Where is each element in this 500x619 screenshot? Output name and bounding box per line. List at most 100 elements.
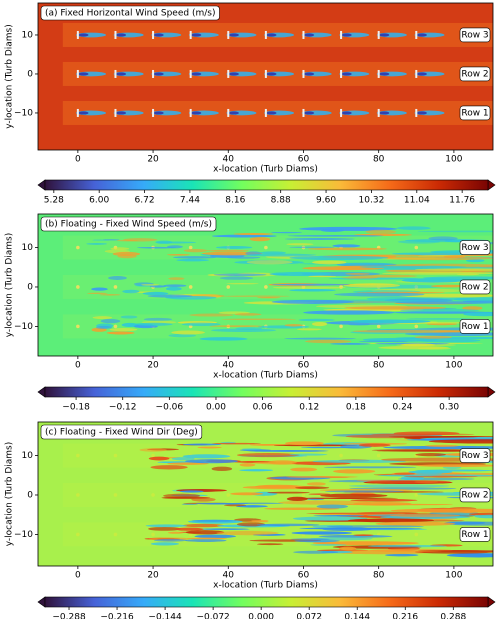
x-tick-label: 20	[147, 155, 159, 165]
wake-core	[379, 72, 390, 76]
turbine	[76, 30, 79, 39]
streak	[256, 523, 320, 527]
streak	[191, 497, 216, 502]
streak	[207, 249, 249, 252]
colorbar-extend-high	[487, 386, 496, 398]
y-axis-label: y-location (Turb Diams)	[5, 233, 15, 338]
streak	[163, 284, 187, 287]
title-box	[40, 216, 217, 232]
turbine	[188, 245, 193, 250]
streak	[260, 251, 286, 255]
wake-core	[416, 111, 427, 115]
streak	[292, 516, 368, 521]
row-label-box	[459, 66, 491, 82]
streak	[417, 338, 481, 343]
turbine	[113, 532, 118, 537]
streak	[344, 306, 447, 310]
turbine	[377, 30, 380, 39]
streak	[395, 301, 493, 305]
streak	[289, 246, 335, 249]
colorbar-tick-label: 0.24	[392, 403, 412, 413]
colorbar-tick-label: −0.18	[62, 403, 90, 413]
wake-core	[191, 72, 202, 76]
turbine	[113, 493, 118, 497]
streak	[269, 271, 332, 277]
x-tick-label: 20	[147, 571, 159, 581]
colorbar-tick-label: 0.12	[299, 403, 319, 413]
row-label: Row 1	[461, 322, 488, 332]
streak	[211, 466, 233, 472]
streak	[383, 256, 493, 261]
streak	[278, 500, 372, 505]
streak	[249, 237, 271, 242]
turbine	[227, 30, 230, 39]
streak	[176, 258, 209, 262]
streak	[348, 323, 370, 326]
streak	[289, 289, 336, 292]
streak	[428, 439, 493, 444]
streak	[143, 317, 173, 321]
plot-frame	[37, 421, 494, 567]
streak	[345, 272, 370, 275]
wake-core	[266, 72, 277, 76]
colorbar-tick-label: −0.144	[148, 613, 182, 619]
streak	[234, 313, 262, 316]
wake-core	[228, 33, 239, 37]
turbine	[414, 493, 419, 497]
x-tick-label: 0	[75, 155, 81, 165]
streak	[239, 463, 256, 467]
wake-core	[416, 33, 427, 37]
turbine	[114, 69, 117, 78]
streak	[297, 497, 398, 499]
contour-field	[38, 422, 493, 566]
colorbar-extend-low	[37, 179, 46, 191]
streak	[453, 297, 493, 302]
wake-core	[153, 33, 164, 37]
streak	[293, 550, 339, 554]
streak	[256, 543, 284, 546]
streak	[147, 294, 193, 298]
streak	[236, 453, 300, 458]
turbine	[226, 285, 231, 289]
colorbar-tick-label: 10.32	[359, 196, 385, 206]
turbine	[189, 30, 192, 39]
x-tick-label: 0	[75, 571, 81, 581]
streak	[268, 460, 297, 465]
y-tick-label: −10	[14, 108, 33, 118]
wake-core	[379, 33, 390, 37]
streak	[415, 473, 443, 475]
turbine	[415, 69, 418, 78]
streak	[306, 482, 326, 486]
streak	[456, 273, 480, 276]
row-label-box	[459, 448, 491, 463]
colorbar-tick-label: 0.06	[253, 403, 273, 413]
colorbar-extend-high	[487, 179, 496, 191]
streak	[358, 340, 409, 342]
streak	[396, 226, 431, 230]
streak	[134, 322, 173, 326]
streak	[91, 287, 108, 291]
streak	[352, 329, 479, 333]
turbine	[302, 108, 305, 117]
colorbar-tick-label: 0.288	[440, 613, 466, 619]
colorbar-tick-label: 11.04	[404, 196, 430, 206]
streak	[155, 240, 173, 244]
streak	[350, 498, 418, 502]
wake-core	[341, 33, 352, 37]
streak	[92, 316, 113, 320]
turbine	[76, 493, 80, 497]
turbine	[264, 30, 267, 39]
panel: (b) Floating - Fixed Wind Speed (m/s) Row…	[5, 213, 496, 413]
x-tick-label: 40	[223, 571, 235, 581]
streak	[291, 531, 353, 535]
streak	[165, 286, 182, 291]
streak	[233, 233, 274, 235]
turbine	[188, 285, 193, 289]
contour-field	[38, 3, 493, 150]
streak	[257, 297, 281, 299]
x-tick-label: 60	[298, 155, 310, 165]
turbine	[340, 69, 343, 78]
x-tick-label: 20	[147, 361, 159, 371]
streak	[401, 278, 466, 283]
